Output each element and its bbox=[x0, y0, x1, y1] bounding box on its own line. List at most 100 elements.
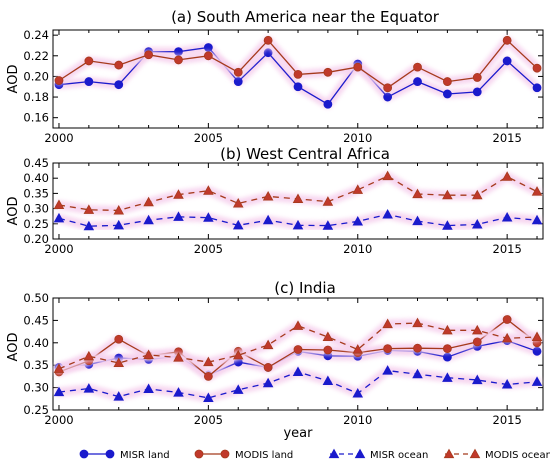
data-point-modis_ocean bbox=[471, 324, 483, 335]
x-tick-label: 2000 bbox=[44, 242, 73, 256]
data-point-modis_ocean bbox=[173, 352, 184, 362]
data-point-modis_ocean bbox=[83, 204, 95, 214]
y-tick-label: 0.45 bbox=[23, 156, 49, 170]
data-point-modis_ocean bbox=[232, 198, 244, 208]
x-tick-label: 2010 bbox=[343, 242, 372, 256]
data-point-modis_land bbox=[293, 345, 303, 354]
data-point-misr_ocean bbox=[322, 375, 334, 385]
data-point-misr_ocean bbox=[262, 377, 274, 388]
x-tick-label: 2015 bbox=[493, 413, 522, 427]
data-point-modis_ocean bbox=[143, 196, 154, 207]
y-tick-label: 0.30 bbox=[23, 202, 49, 216]
panel-c: (c) India AOD 0.25 0.30 0.35 0.40 0.45 0.50 20… bbox=[6, 279, 544, 427]
y-tick-label: 0.25 bbox=[23, 403, 49, 417]
panel-a: (a) South America near the Equator AOD 0… bbox=[6, 8, 544, 145]
data-point-modis_land bbox=[413, 343, 422, 353]
data-point-misr_ocean bbox=[203, 212, 214, 222]
data-point-misr_ocean bbox=[83, 220, 95, 231]
data-point-modis_ocean bbox=[531, 331, 543, 342]
legend-label: MISR land bbox=[120, 450, 170, 461]
data-point-misr_land bbox=[114, 80, 124, 90]
y-tick-label: 0.20 bbox=[23, 232, 49, 246]
data-point-modis_land bbox=[84, 56, 94, 66]
data-point-misr_land bbox=[413, 77, 422, 86]
data-point-modis_land bbox=[54, 76, 64, 85]
y-tick-label: 0.35 bbox=[23, 186, 49, 200]
data-point-misr_ocean bbox=[471, 374, 483, 385]
data-point-misr_ocean bbox=[531, 214, 543, 225]
data-point-misr_ocean bbox=[113, 391, 125, 401]
legend-item-modis_ocean: MODIS ocean bbox=[443, 448, 550, 461]
data-point-modis_land bbox=[323, 67, 333, 77]
y-tick-label: 0.35 bbox=[23, 358, 49, 372]
x-tick-label: 2015 bbox=[493, 131, 522, 145]
data-point-modis_land bbox=[203, 371, 213, 381]
legend-item-misr_land: MISR land bbox=[79, 449, 170, 461]
data-point-misr_ocean bbox=[292, 366, 304, 377]
data-point-modis_ocean bbox=[53, 199, 65, 210]
data-point-misr_land bbox=[383, 92, 393, 102]
panel-c-ylabel: AOD bbox=[6, 333, 21, 362]
data-point-modis_ocean bbox=[292, 320, 304, 330]
panel-a-title: (a) South America near the Equator bbox=[171, 8, 440, 26]
legend-marker bbox=[220, 449, 230, 459]
y-tick-label: 0.45 bbox=[23, 313, 49, 327]
legend-marker bbox=[443, 448, 455, 459]
data-point-misr_ocean bbox=[262, 214, 274, 225]
legend-label: MODIS land bbox=[235, 450, 293, 461]
data-point-modis_ocean bbox=[352, 184, 364, 194]
data-point-modis_land bbox=[442, 344, 452, 354]
data-point-misr_land bbox=[442, 352, 452, 362]
data-point-modis_ocean bbox=[442, 189, 453, 200]
data-point-modis_land bbox=[442, 77, 452, 86]
data-point-misr_land bbox=[502, 56, 512, 66]
panel-c-plot: 0.25 0.30 0.35 0.40 0.45 0.50 2000 2005 2010 2015 bbox=[23, 291, 544, 427]
data-point-modis_ocean bbox=[531, 186, 543, 196]
y-tick-label: 0.22 bbox=[23, 49, 49, 63]
data-point-modis_land bbox=[532, 63, 542, 73]
x-tick-label: 2010 bbox=[343, 413, 372, 427]
data-point-modis_ocean bbox=[412, 317, 423, 328]
data-point-misr_ocean bbox=[53, 386, 65, 397]
panel-b: (b) West Central Africa AOD 0.200.250.30… bbox=[6, 145, 544, 256]
data-point-misr_ocean bbox=[531, 376, 543, 386]
data-point-modis_land bbox=[323, 345, 333, 355]
data-point-misr_land bbox=[174, 47, 183, 57]
legend: MISR land MODIS land MISR ocean MODIS ocean bbox=[79, 448, 550, 461]
data-point-misr_ocean bbox=[53, 212, 65, 223]
data-point-misr_ocean bbox=[203, 392, 214, 402]
y-tick-label: 0.20 bbox=[23, 69, 49, 83]
y-tick-label: 0.40 bbox=[23, 336, 49, 350]
data-point-modis_land bbox=[383, 344, 393, 354]
x-tick-label: 2015 bbox=[493, 242, 522, 256]
data-point-modis_land bbox=[472, 73, 482, 82]
data-point-modis_ocean bbox=[262, 191, 274, 201]
data-point-modis_ocean bbox=[113, 205, 125, 215]
x-tick-label: 2005 bbox=[194, 413, 223, 427]
data-point-modis_land bbox=[353, 62, 363, 72]
data-point-misr_land bbox=[293, 82, 303, 92]
data-point-misr_ocean bbox=[352, 388, 364, 398]
panel-b-ylabel: AOD bbox=[6, 197, 21, 226]
data-point-misr_land bbox=[203, 43, 213, 52]
legend-marker bbox=[79, 449, 89, 459]
y-tick-label: 0.40 bbox=[23, 171, 49, 185]
data-point-modis_land bbox=[144, 50, 154, 60]
data-point-modis_ocean bbox=[352, 344, 364, 354]
data-point-misr_land bbox=[323, 99, 333, 109]
data-point-misr_ocean bbox=[412, 215, 423, 226]
data-point-misr_land bbox=[532, 346, 542, 356]
legend-marker bbox=[354, 448, 366, 459]
data-point-modis_ocean bbox=[412, 188, 423, 199]
data-point-misr_ocean bbox=[322, 220, 334, 230]
data-point-modis_ocean bbox=[501, 332, 513, 343]
data-point-misr_ocean bbox=[442, 220, 453, 230]
data-point-modis_ocean bbox=[83, 350, 95, 361]
data-point-modis_land bbox=[502, 315, 512, 324]
legend-label: MODIS ocean bbox=[485, 450, 550, 461]
x-tick-label: 2005 bbox=[194, 131, 223, 145]
panel-b-title: (b) West Central Africa bbox=[220, 145, 390, 163]
data-point-misr_ocean bbox=[412, 368, 423, 379]
legend-item-misr_ocean: MISR ocean bbox=[328, 448, 428, 461]
